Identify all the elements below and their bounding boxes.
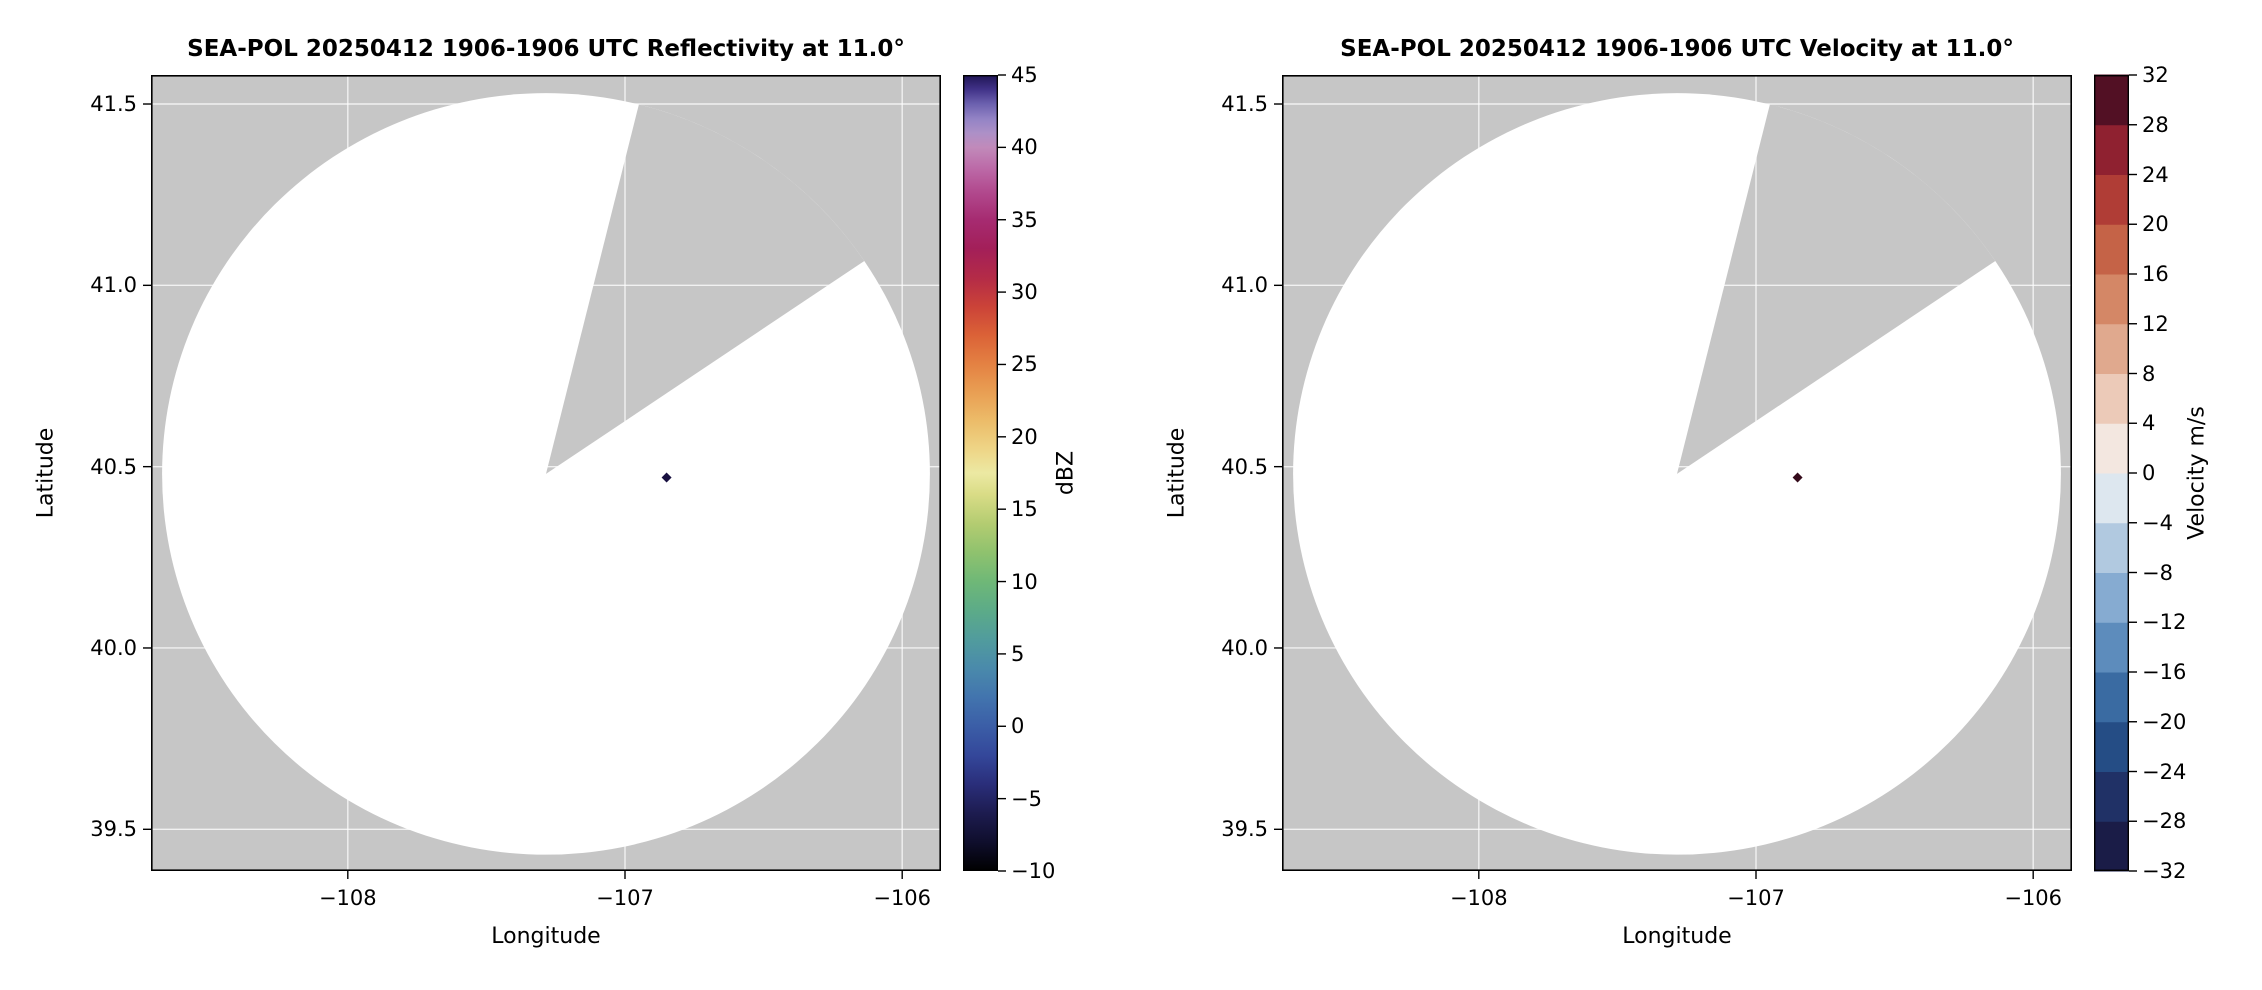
y-tick-label: 39.5: [1221, 817, 1268, 842]
x-tick-label: −108: [318, 886, 377, 910]
colorbar-tick-label: 25: [1011, 352, 1038, 377]
colorbar-tick-label: 0: [1011, 714, 1025, 739]
plot-title: SEA-POL 20250412 1906-1906 UTC Velocity …: [1340, 36, 2014, 62]
x-tick-label: −106: [873, 886, 932, 910]
colorbar-tick-label: 30: [1011, 280, 1038, 305]
colorbar-tick-label: 0: [2142, 461, 2156, 485]
plot-title: SEA-POL 20250412 1906-1906 UTC Reflectiv…: [187, 36, 905, 62]
colorbar-tick-label: 28: [2142, 112, 2169, 137]
colorbar-tick-label: 10: [1011, 569, 1038, 594]
radar-plot: [1274, 75, 2073, 879]
y-tick-label: 40.0: [90, 635, 137, 660]
colorbar-tick-label: 20: [1011, 424, 1038, 449]
y-tick-label: 40.5: [90, 454, 137, 479]
y-tick-label: 41.0: [1221, 273, 1268, 298]
colorbar-tick-label: 20: [2142, 212, 2169, 237]
colorbar-tick-label: −8: [2142, 560, 2173, 585]
colorbar-tick-label: 32: [2142, 63, 2169, 87]
x-axis-label: Longitude: [491, 924, 601, 949]
colorbar-tick-label: 24: [2142, 162, 2169, 187]
colorbar-tick-label: −20: [2142, 709, 2187, 734]
x-tick-label: −106: [2004, 886, 2063, 910]
x-tick-label: −108: [1449, 886, 1508, 910]
y-tick-label: 41.5: [1221, 92, 1268, 116]
velocity-panel: SEA-POL 20250412 1906-1906 UTC Velocity …: [1131, 0, 2262, 990]
y-tick-label: 39.5: [90, 817, 137, 842]
colorbar-tick-label: 8: [2142, 361, 2156, 386]
x-tick-label: −107: [1727, 886, 1785, 910]
y-tick-label: 40.0: [1221, 635, 1268, 660]
colorbar-label: dBZ: [1053, 450, 1079, 496]
colorbar-tick-label: −12: [2142, 610, 2187, 635]
colorbar-tick-label: 15: [1011, 497, 1038, 522]
colorbar-tick-label: −32: [2142, 859, 2187, 883]
colorbar-tick-label: −10: [1011, 859, 1056, 883]
reflectivity-panel: SEA-POL 20250412 1906-1906 UTC Reflectiv…: [34, 36, 1079, 949]
colorbar-tick-label: 4: [2142, 411, 2156, 436]
colorbar-tick-label: −24: [2142, 759, 2187, 784]
radar-plot: [143, 75, 942, 879]
x-axis-label: Longitude: [1622, 924, 1732, 949]
colorbar-tick-label: 35: [1011, 207, 1038, 232]
y-tick-label: 41.5: [90, 92, 137, 116]
colorbar-tick-label: −5: [1011, 786, 1042, 811]
colorbar-tick-label: −4: [2142, 510, 2173, 535]
x-tick-label: −107: [596, 886, 654, 910]
colorbar: [962, 74, 1006, 872]
colorbar-tick-label: −28: [2142, 809, 2187, 834]
colorbar-tick-label: 45: [1011, 63, 1038, 87]
y-tick-label: 41.0: [90, 273, 137, 298]
colorbar-tick-label: 12: [2142, 311, 2169, 336]
y-tick-label: 40.5: [1221, 454, 1268, 479]
colorbar-tick-label: 16: [2142, 262, 2169, 286]
colorbar-tick-label: −16: [2142, 660, 2187, 684]
colorbar-tick-label: 5: [1011, 641, 1025, 666]
colorbar-tick-label: 40: [1011, 135, 1038, 160]
colorbar: [2093, 74, 2137, 872]
